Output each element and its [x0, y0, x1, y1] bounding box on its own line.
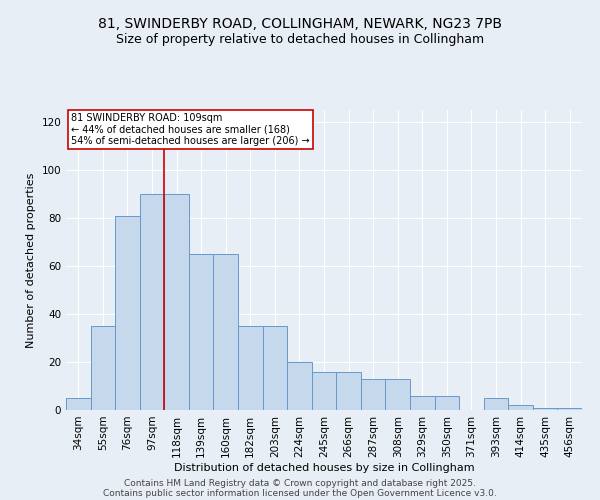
Bar: [336, 372, 361, 410]
Bar: [508, 405, 533, 410]
Text: 81 SWINDERBY ROAD: 109sqm
← 44% of detached houses are smaller (168)
54% of semi: 81 SWINDERBY ROAD: 109sqm ← 44% of detac…: [71, 113, 310, 146]
Bar: [557, 408, 582, 410]
Text: 81, SWINDERBY ROAD, COLLINGHAM, NEWARK, NG23 7PB: 81, SWINDERBY ROAD, COLLINGHAM, NEWARK, …: [98, 18, 502, 32]
Bar: [533, 408, 557, 410]
Bar: [312, 372, 336, 410]
Bar: [385, 379, 410, 410]
Bar: [189, 254, 214, 410]
Bar: [484, 398, 508, 410]
Text: Size of property relative to detached houses in Collingham: Size of property relative to detached ho…: [116, 32, 484, 46]
Y-axis label: Number of detached properties: Number of detached properties: [26, 172, 36, 348]
Bar: [214, 254, 238, 410]
Bar: [410, 396, 434, 410]
Bar: [238, 326, 263, 410]
Bar: [115, 216, 140, 410]
Bar: [361, 379, 385, 410]
Bar: [66, 398, 91, 410]
X-axis label: Distribution of detached houses by size in Collingham: Distribution of detached houses by size …: [173, 462, 475, 472]
Text: Contains public sector information licensed under the Open Government Licence v3: Contains public sector information licen…: [103, 488, 497, 498]
Bar: [434, 396, 459, 410]
Bar: [140, 194, 164, 410]
Text: Contains HM Land Registry data © Crown copyright and database right 2025.: Contains HM Land Registry data © Crown c…: [124, 478, 476, 488]
Bar: [91, 326, 115, 410]
Bar: [287, 362, 312, 410]
Bar: [164, 194, 189, 410]
Bar: [263, 326, 287, 410]
